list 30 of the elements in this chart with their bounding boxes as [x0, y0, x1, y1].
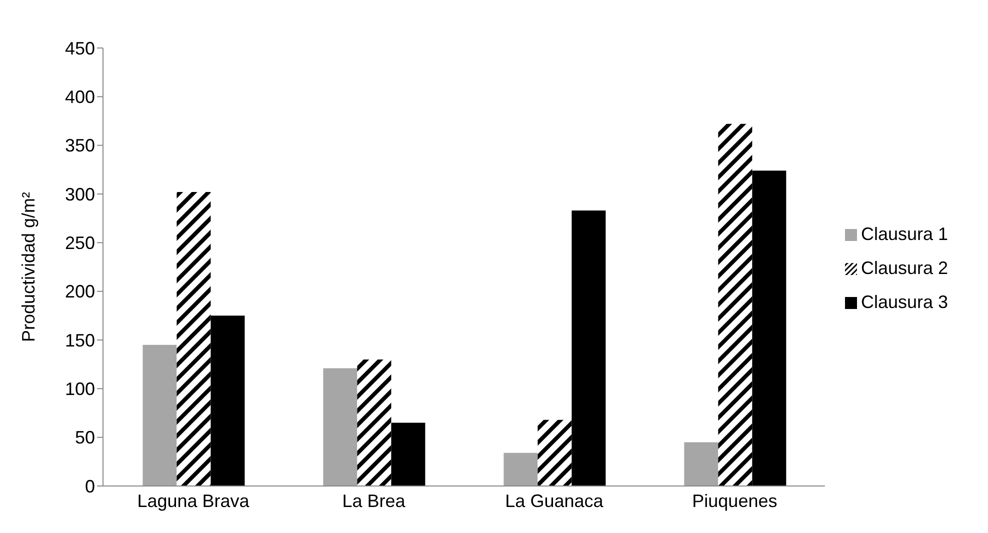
- x-tick-label: Piuquenes: [692, 490, 778, 511]
- legend-label: Clausura 3: [860, 292, 948, 312]
- y-axis-title: Productividad g/m²: [18, 192, 38, 342]
- y-tick-label: 300: [64, 184, 95, 204]
- y-tick-label: 150: [64, 330, 95, 350]
- bar: [142, 344, 177, 486]
- y-tick-label: 250: [64, 233, 95, 254]
- x-tick-label: La Brea: [342, 490, 406, 511]
- x-tick-label: La Guanaca: [505, 490, 604, 511]
- bar: [391, 422, 426, 486]
- y-tick-label: 400: [64, 87, 95, 108]
- x-tick-label: Laguna Brava: [137, 490, 250, 511]
- bar: [684, 442, 718, 486]
- bar: [357, 359, 392, 486]
- y-tick-label: 350: [64, 136, 95, 156]
- bar: [572, 210, 606, 486]
- y-tick-label: 0: [84, 476, 95, 496]
- bar: [176, 192, 211, 486]
- bar: [538, 420, 572, 486]
- y-tick-label: 200: [64, 282, 95, 302]
- y-tick-label: 50: [74, 428, 95, 448]
- bar: [504, 452, 538, 486]
- bar: [752, 170, 786, 486]
- legend-label: Clausura 1: [860, 224, 948, 244]
- bar: [323, 368, 358, 486]
- bar: [718, 124, 752, 486]
- bar: [210, 316, 245, 486]
- legend-label: Clausura 2: [860, 258, 948, 278]
- y-tick-label: 450: [64, 38, 95, 58]
- y-tick-label: 100: [64, 379, 95, 400]
